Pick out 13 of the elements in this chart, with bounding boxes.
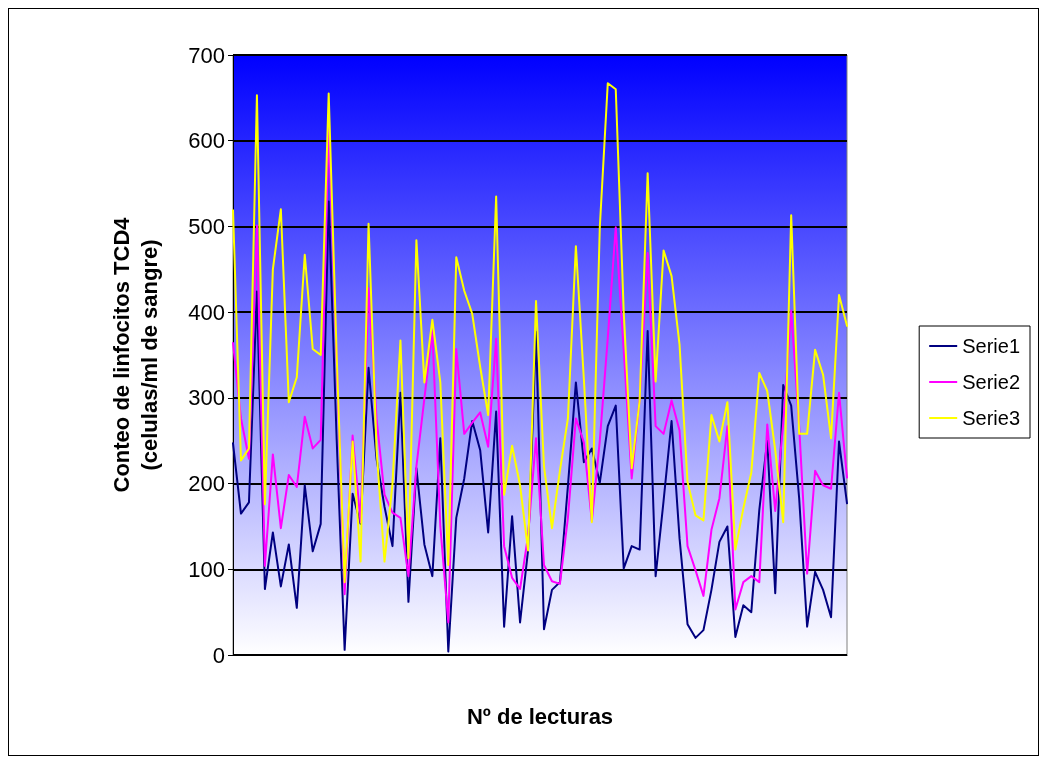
y-tick-label: 600 <box>188 128 225 154</box>
y-tick-label: 0 <box>212 642 225 668</box>
y-tick-label: 700 <box>188 42 225 68</box>
y-tick-label: 500 <box>188 213 225 239</box>
legend-label: Serie3 <box>962 407 1020 429</box>
legend-label: Serie2 <box>962 371 1020 393</box>
y-tick-label: 300 <box>188 385 225 411</box>
y-tick-label: 200 <box>188 471 225 497</box>
legend-label: Serie1 <box>962 335 1020 357</box>
x-axis-title: Nº de lecturas <box>466 703 614 729</box>
y-axis-title: Conteo de linfocitos TCD4 (celulas/ml de sangre) <box>108 216 162 493</box>
y-tick-label: 100 <box>188 556 225 582</box>
y-tick-label: 400 <box>188 299 225 325</box>
